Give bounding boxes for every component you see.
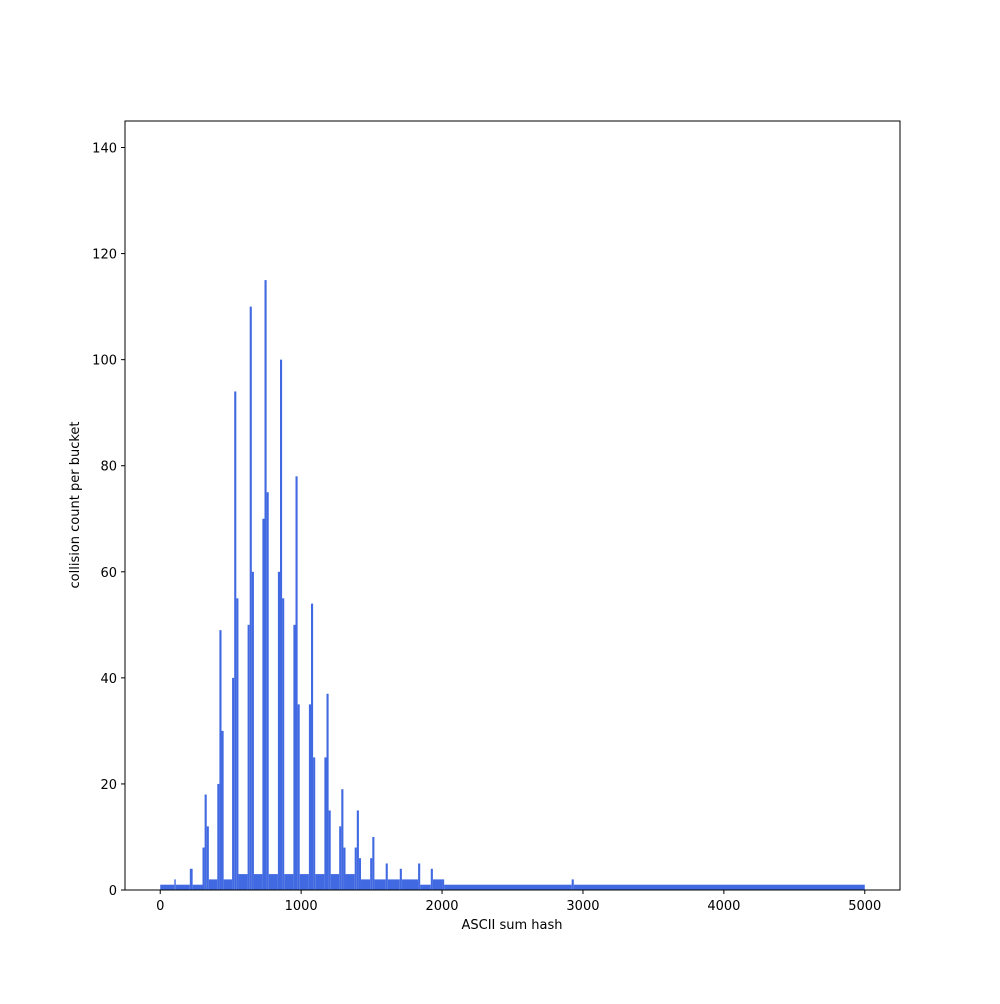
bar — [339, 826, 342, 890]
bar — [326, 693, 329, 890]
bar — [262, 518, 265, 890]
bar — [277, 571, 280, 890]
bar — [234, 391, 237, 890]
bar — [430, 868, 433, 890]
y-tick-label: 0 — [109, 884, 117, 899]
bar — [280, 359, 283, 891]
bar — [293, 624, 296, 890]
bar — [249, 306, 252, 890]
y-tick-label: 40 — [100, 672, 117, 687]
bar — [282, 598, 285, 890]
bar — [356, 810, 359, 890]
y-tick-label: 120 — [92, 248, 117, 263]
x-axis-label: ASCII sum hash — [461, 918, 562, 933]
bar — [361, 879, 371, 890]
bar — [192, 884, 203, 890]
bar — [372, 836, 375, 890]
bar — [247, 624, 250, 890]
bar — [343, 847, 346, 890]
bar — [208, 879, 218, 890]
bar — [420, 884, 431, 890]
bar — [573, 884, 865, 890]
bar — [571, 879, 574, 890]
bar — [251, 571, 254, 890]
bar — [401, 879, 419, 890]
bar — [217, 783, 220, 890]
bar — [174, 879, 176, 890]
bar — [324, 757, 327, 890]
bar — [266, 492, 269, 890]
plot-frame — [124, 120, 901, 891]
y-tick-label: 100 — [92, 354, 117, 369]
bar — [328, 810, 331, 890]
bar — [223, 879, 233, 890]
bar — [313, 757, 316, 890]
x-tick-label: 5000 — [848, 899, 881, 914]
bar — [206, 826, 209, 890]
bar — [374, 879, 386, 890]
y-tick-label: 20 — [100, 778, 117, 793]
y-tick-label: 60 — [100, 566, 117, 581]
bar — [315, 874, 325, 890]
bar — [432, 879, 443, 890]
bar — [264, 280, 267, 890]
bar — [299, 874, 309, 890]
bar — [160, 884, 175, 890]
bar — [221, 730, 224, 890]
bar — [399, 868, 402, 890]
x-tick-label: 4000 — [707, 899, 740, 914]
bar — [295, 476, 298, 890]
y-tick-label: 80 — [100, 460, 117, 475]
bar — [219, 630, 222, 890]
bar — [387, 879, 400, 890]
bar — [444, 884, 572, 890]
y-tick-label: 140 — [92, 142, 117, 157]
x-tick-label: 0 — [156, 899, 164, 914]
bar — [370, 858, 373, 890]
bar — [330, 874, 340, 890]
bar — [284, 874, 294, 890]
bar — [232, 677, 235, 890]
bar — [442, 879, 445, 890]
bar — [308, 704, 311, 890]
bar — [236, 598, 239, 890]
bar — [354, 847, 357, 890]
bar — [268, 874, 278, 890]
bar — [385, 863, 388, 890]
bar — [175, 884, 190, 890]
bar — [418, 863, 421, 890]
bar — [341, 789, 344, 890]
y-axis-label: collision count per bucket — [68, 422, 83, 589]
bar — [297, 704, 300, 890]
bar — [345, 874, 355, 890]
bar — [189, 868, 193, 890]
bar — [202, 847, 205, 890]
x-tick-label: 1000 — [285, 899, 318, 914]
bar — [311, 603, 314, 890]
bar — [204, 794, 207, 890]
bar — [358, 858, 362, 890]
x-tick-label: 2000 — [425, 899, 458, 914]
bar — [238, 874, 248, 890]
bar — [253, 874, 263, 890]
x-tick-label: 3000 — [566, 899, 599, 914]
